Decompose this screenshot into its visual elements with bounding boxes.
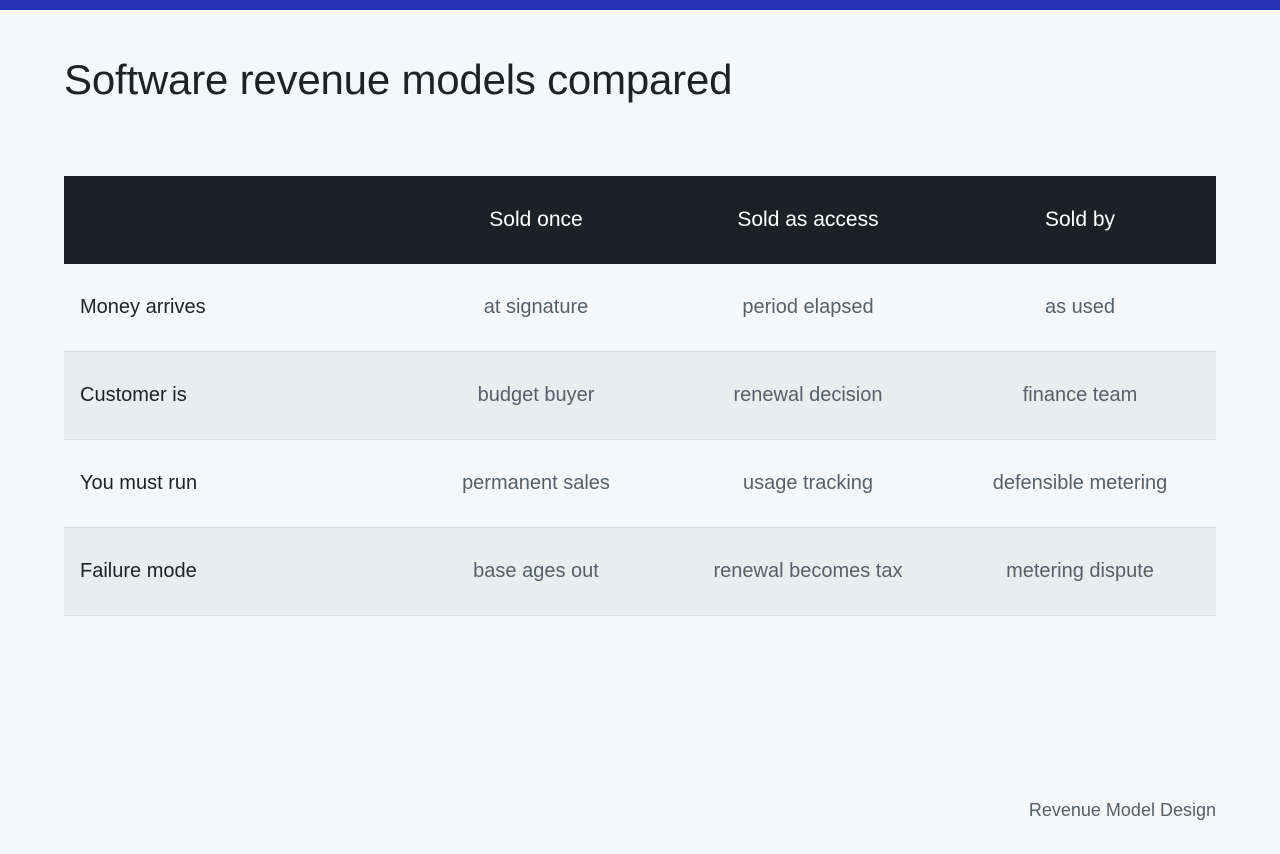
table-cell: defensible metering — [992, 472, 1168, 494]
table-cell: permanent sales — [462, 472, 610, 494]
table-cell: renewal decision — [733, 384, 883, 406]
page-title: Software revenue models compared — [64, 56, 733, 103]
column-header-sold-by: Sold by — [1044, 208, 1116, 231]
table-cell: finance team — [1022, 384, 1138, 406]
table-cell: budget buyer — [477, 384, 595, 406]
row-label: Failure mode — [80, 560, 197, 582]
table-row: You must run permanent sales usage track… — [64, 440, 1216, 528]
column-header-sold-once: Sold once — [489, 208, 583, 231]
row-label: You must run — [80, 472, 198, 494]
row-label: Customer is — [80, 384, 187, 406]
column-header-sold-as-access: Sold as access — [737, 208, 879, 231]
table-cell: as used — [1044, 296, 1116, 318]
row-label: Money arrives — [80, 296, 206, 318]
top-accent-bar — [0, 0, 1280, 10]
table-cell: base ages out — [473, 560, 599, 582]
table-cell: period elapsed — [742, 296, 874, 318]
footer-caption: Revenue Model Design — [1028, 800, 1216, 820]
table-row: Customer is budget buyer renewal decisio… — [64, 352, 1216, 440]
table-row: Failure mode base ages out renewal becom… — [64, 528, 1216, 616]
table-cell: metering dispute — [1006, 560, 1154, 582]
table-header-row: Sold once Sold as access Sold by — [64, 176, 1216, 264]
table-cell: renewal becomes tax — [713, 560, 903, 582]
table-cell: usage tracking — [742, 472, 874, 494]
table-cell: at signature — [483, 296, 589, 318]
table-row: Money arrives at signature period elapse… — [64, 264, 1216, 352]
comparison-table: Sold once Sold as access Sold by Money a… — [64, 176, 1216, 616]
